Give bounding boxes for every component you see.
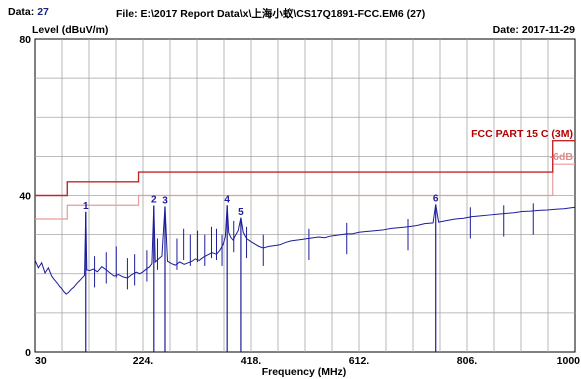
limit-line-label: FCC PART 15 C (3M): [471, 128, 573, 140]
x-tick-label: 806.: [457, 355, 478, 367]
axis-ticks: 30 224. 418. 612. 806. 1000 0 40 80: [19, 34, 580, 367]
marker-label: 1: [83, 201, 89, 212]
marker-label: 2: [151, 195, 157, 206]
x-tick-label: 30: [35, 355, 47, 367]
limit-line: [35, 140, 575, 197]
file-label: File:: [116, 8, 138, 20]
data-number: 27: [37, 6, 49, 18]
marker-label: 3: [162, 195, 168, 206]
marker-label: 5: [238, 207, 244, 218]
x-axis-title: Frequency (MHz): [262, 366, 347, 378]
x-tick-label: 1000: [557, 355, 581, 367]
date-label: Date:: [493, 24, 519, 36]
x-tick-label: 224.: [133, 355, 154, 367]
date-header: Date: 2017-11-29: [493, 24, 575, 36]
date-value: 2017-11-29: [522, 24, 575, 36]
file-path-header: File: E:\2017 Report Data\x\上海小蚁\CS17Q18…: [116, 6, 425, 21]
marker-label: 6: [433, 193, 439, 204]
peak-markers: 1 2 3 45 6: [83, 193, 439, 352]
marker-label: 4: [224, 194, 230, 205]
y-tick-label: 80: [19, 34, 31, 46]
file-path: E:\2017 Report Data\x\上海小蚁\CS17Q1891-FCC…: [140, 8, 426, 20]
limit-lines: [35, 140, 575, 220]
grid-lines: [35, 39, 575, 352]
x-tick-label: 418.: [241, 355, 262, 367]
y-tick-label: 0: [25, 347, 31, 359]
y-axis-title: Level (dBuV/m): [32, 24, 108, 36]
data-number-header: Data: 27: [8, 6, 49, 18]
x-tick-label: 612.: [349, 355, 370, 367]
margin-line-label: -6dB: [550, 151, 574, 163]
data-label: Data:: [8, 6, 35, 18]
y-tick-label: 40: [19, 191, 31, 203]
